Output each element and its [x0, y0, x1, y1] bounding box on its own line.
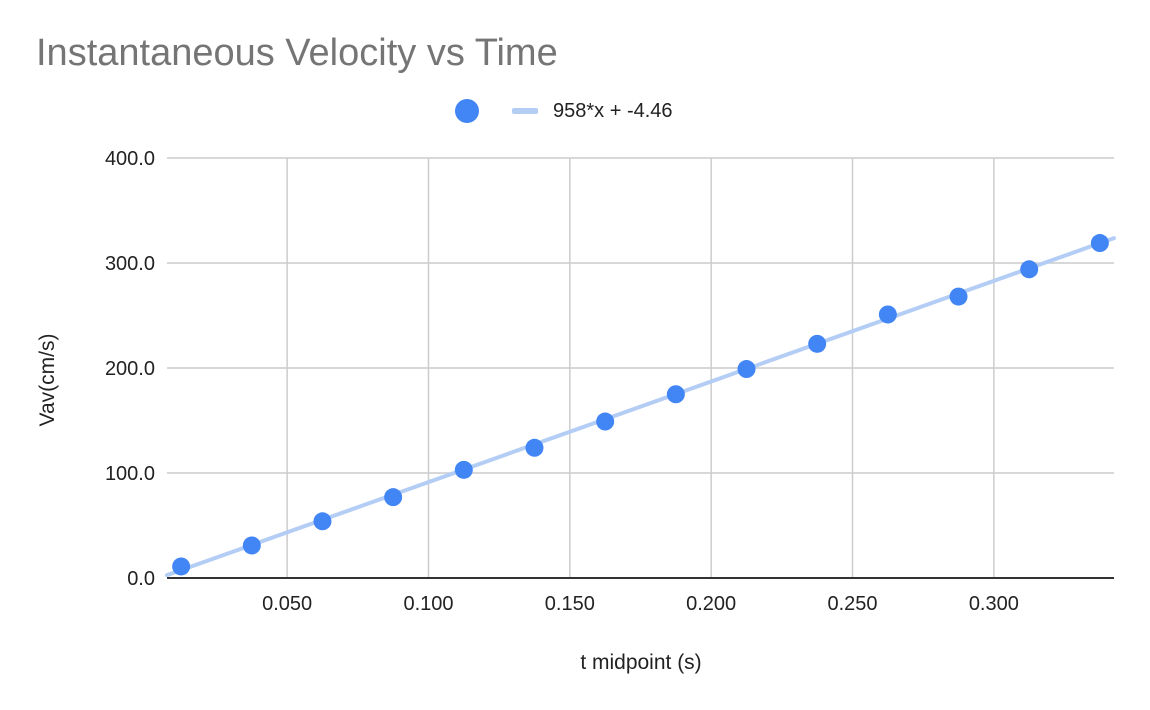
y-tick-label: 200.0: [105, 358, 155, 380]
data-point: [596, 412, 615, 431]
tick-labels: 0.0 100.0 200.0 300.0 400.0 0.050 0.100 0.150 0.…: [105, 148, 1019, 615]
data-point: [1020, 260, 1039, 279]
data-point: [454, 460, 473, 479]
x-tick-label: 0.250: [827, 593, 877, 615]
data-point: [878, 305, 897, 324]
data-point: [737, 360, 756, 379]
trendline: [165, 236, 1116, 578]
y-axis-label: Vav(cm/s): [36, 334, 59, 427]
x-tick-label: 0.100: [403, 593, 453, 615]
x-tick-label: 0.200: [686, 593, 736, 615]
data-point: [242, 536, 261, 555]
y-tick-label: 0.0: [127, 568, 155, 590]
x-tick-label: 0.050: [262, 593, 312, 615]
data-point: [384, 488, 403, 507]
y-tick-label: 300.0: [105, 253, 155, 275]
data-point: [949, 287, 968, 306]
y-tick-label: 400.0: [105, 148, 155, 170]
trendline-layer: [165, 236, 1116, 578]
x-tick-label: 0.300: [969, 593, 1019, 615]
data-point: [313, 512, 332, 531]
y-tick-label: 100.0: [105, 463, 155, 485]
chart-title: Instantaneous Velocity vs Time: [36, 32, 558, 74]
data-point: [666, 385, 685, 404]
data-point: [525, 438, 544, 457]
legend-trendline-label: 958*x + -4.46: [553, 99, 673, 122]
data-point: [1090, 234, 1109, 253]
legend-trendline-marker: [512, 108, 538, 114]
x-tick-label: 0.150: [545, 593, 595, 615]
grid: [167, 157, 1114, 579]
points-layer: [172, 234, 1109, 576]
data-point: [808, 334, 827, 353]
legend-series-marker: [455, 99, 479, 123]
legend: 958*x + -4.46: [455, 96, 673, 126]
data-point: [172, 557, 191, 576]
x-axis-label: t midpoint (s): [580, 651, 701, 674]
